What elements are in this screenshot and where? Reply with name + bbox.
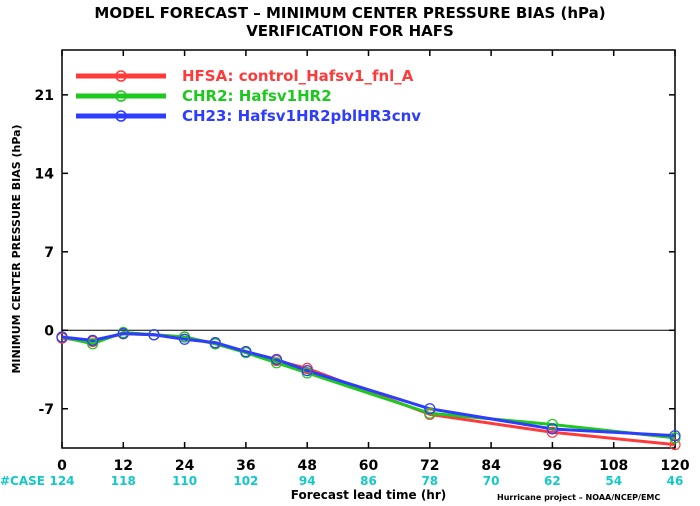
data-point [87, 338, 99, 350]
case-counts: #CASE 124 118 110 102 94 86 78 70 62 54 46 [0, 474, 683, 488]
legend-label: CH23: Hafsv1HR2pblHR3cnv [182, 107, 421, 125]
y-axis-label: MINIMUM CENTER PRESSURE BIAS (hPa) [10, 124, 23, 373]
x-tick-label: 48 [297, 458, 316, 474]
case-count: 78 [421, 474, 438, 488]
case-count: 70 [483, 474, 500, 488]
data-point [270, 353, 283, 366]
case-count: 46 [667, 474, 684, 488]
case-count: 124 [49, 474, 74, 488]
legend-label: CHR2: Hafsv1HR2 [182, 87, 332, 105]
x-axis-label: Forecast lead time (hr) [291, 488, 447, 502]
case-label: #CASE [0, 474, 45, 488]
data-point [424, 403, 436, 415]
x-tick-label: 108 [599, 458, 628, 474]
data-point [546, 418, 559, 431]
x-tick-label: 12 [114, 458, 133, 474]
data-point [301, 365, 313, 377]
legend-marker [115, 110, 127, 122]
legend: HFSA: control_Hafsv1_fnl_A CHR2: Hafsv1HR… [76, 67, 421, 125]
data-point [424, 407, 436, 419]
case-count: 110 [172, 474, 197, 488]
data-point [56, 331, 68, 343]
x-tick-label: 84 [481, 458, 501, 474]
y-tick-label: 14 [35, 166, 55, 182]
y-tick-label: 21 [35, 88, 54, 104]
case-count: 86 [360, 474, 377, 488]
y-tick-label: 0 [44, 323, 54, 339]
chart-title: MODEL FORECAST – MINIMUM CENTER PRESSURE… [94, 4, 605, 22]
case-count: 118 [111, 474, 136, 488]
series-line [61, 332, 676, 438]
x-tick-label: 0 [57, 458, 67, 474]
x-tick-label: 60 [359, 458, 379, 474]
series-layer [56, 326, 681, 451]
data-point [209, 337, 221, 349]
x-tick-label: 96 [543, 458, 562, 474]
footer-credit: Hurricane project – NOAA/NCEP/EMC [497, 493, 660, 502]
data-point [179, 333, 191, 345]
data-point [669, 439, 681, 451]
data-point [240, 345, 252, 358]
x-tick-label: 36 [236, 458, 255, 474]
data-point [270, 357, 283, 369]
legend-marker [115, 90, 127, 102]
x-tick-label: 24 [175, 458, 195, 474]
series-line [61, 331, 676, 440]
case-count: 94 [299, 474, 316, 488]
data-point [546, 423, 559, 435]
legend-label: HFSA: control_Hafsv1_fnl_A [182, 67, 414, 85]
y-tick-label: -7 [38, 402, 54, 418]
case-count: 102 [233, 474, 258, 488]
legend-marker [115, 70, 127, 82]
case-count: 62 [544, 474, 561, 488]
data-point [546, 426, 559, 438]
data-point [669, 430, 681, 442]
chart-subtitle: VERIFICATION FOR HAFS [246, 22, 454, 40]
y-axis: -7 0 7 14 21 [35, 88, 675, 418]
case-count: 54 [605, 474, 622, 488]
x-tick-label: 120 [660, 458, 689, 474]
x-axis: 0 12 24 36 48 60 72 84 96 108 120 [57, 50, 690, 474]
y-tick-label: 7 [44, 245, 54, 261]
x-tick-label: 72 [420, 458, 439, 474]
data-point [117, 328, 129, 340]
data-point [148, 329, 160, 341]
data-point [87, 334, 99, 346]
